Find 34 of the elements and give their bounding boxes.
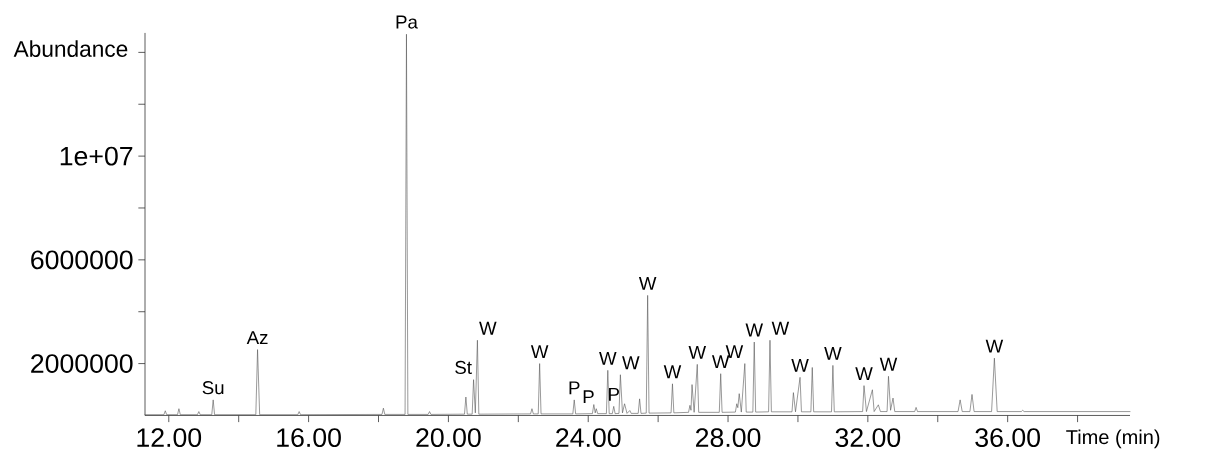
annotation: W xyxy=(479,321,497,335)
annotation: W xyxy=(663,365,682,379)
x-tick-label: 24.00 xyxy=(556,428,621,448)
x-tick-label: 36.00 xyxy=(975,428,1040,448)
line-series xyxy=(144,33,1131,415)
annotation: W xyxy=(599,351,617,365)
annotation: Az xyxy=(246,331,268,344)
annotation: P xyxy=(569,381,580,395)
annotation: W xyxy=(855,367,873,381)
annotation: Su xyxy=(202,381,224,395)
annotation: P xyxy=(609,387,619,401)
y-tick-label: 6000000 xyxy=(31,250,133,270)
annotation: W xyxy=(824,346,842,360)
x-axis-title: Time (min) xyxy=(1066,429,1160,449)
x-tick-label: 32.00 xyxy=(835,428,901,448)
annotation: W xyxy=(530,345,549,358)
annotation: W xyxy=(622,356,640,370)
annotation: Pa xyxy=(396,15,418,29)
x-tick-label: 20.00 xyxy=(416,428,481,448)
annotation: P xyxy=(583,390,594,404)
y-tick-label: 1e+07 xyxy=(60,146,133,166)
x-tick-label: 12.00 xyxy=(137,428,202,448)
annotation: W xyxy=(879,357,898,371)
annotation: W xyxy=(791,358,809,372)
y-tick-label: 2000000 xyxy=(31,354,133,374)
x-tick-label: 16.00 xyxy=(277,428,341,448)
annotation: W xyxy=(688,345,707,359)
annotation: W xyxy=(745,323,764,337)
x-tick-label: 28.00 xyxy=(696,428,761,448)
annotation: W xyxy=(985,339,1004,353)
y-axis-title: Abundance xyxy=(13,40,128,57)
annotation: W xyxy=(638,276,657,290)
annotation: St xyxy=(455,360,472,375)
annotation: W xyxy=(771,321,790,335)
